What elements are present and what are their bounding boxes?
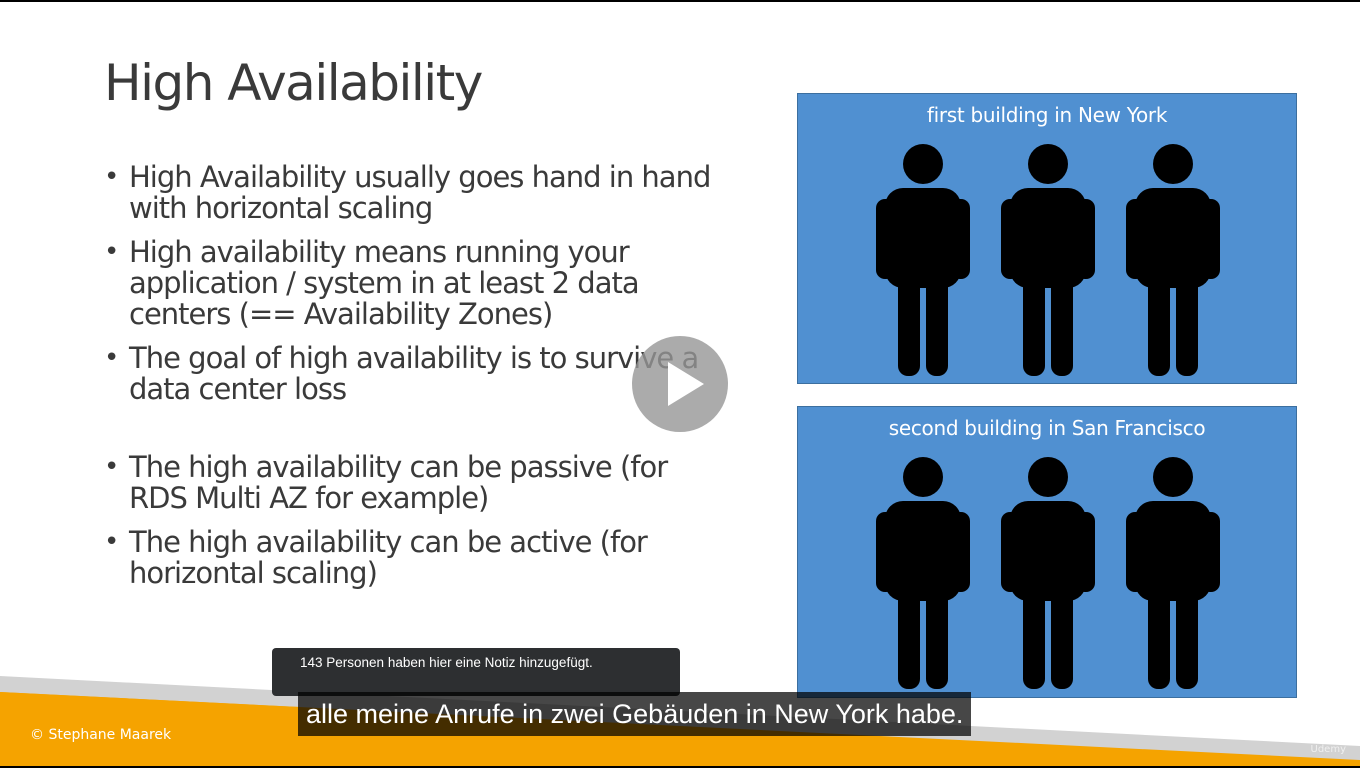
bullet-item: The high availability can be passive (fo… bbox=[104, 452, 714, 514]
person-icon bbox=[1126, 457, 1220, 689]
bullet-item: The high availability can be active (for… bbox=[104, 527, 714, 589]
notes-tooltip: 143 Personen haben hier eine Notiz hinzu… bbox=[272, 648, 680, 696]
bullet-item: High Availability usually goes hand in h… bbox=[104, 162, 714, 224]
copyright-text: © Stephane Maarek bbox=[30, 727, 172, 743]
slide-title: High Availability bbox=[104, 54, 483, 112]
building-new-york: first building in New York bbox=[797, 93, 1297, 384]
person-icon bbox=[1001, 144, 1095, 376]
play-button[interactable] bbox=[632, 336, 728, 432]
person-icon bbox=[1001, 457, 1095, 689]
subtitle-caption: alle meine Anrufe in zwei Gebäuden in Ne… bbox=[298, 692, 972, 736]
bullet-list: High Availability usually goes hand in h… bbox=[104, 162, 714, 602]
people-group bbox=[876, 144, 1220, 376]
person-icon bbox=[876, 457, 970, 689]
play-icon bbox=[668, 362, 704, 406]
person-icon bbox=[876, 144, 970, 376]
building-label: first building in New York bbox=[926, 103, 1168, 127]
people-group bbox=[876, 457, 1220, 689]
udemy-watermark: Udemy bbox=[1310, 744, 1346, 755]
building-san-francisco: second building in San Francisco bbox=[797, 406, 1297, 698]
person-icon bbox=[1126, 144, 1220, 376]
bullet-item: High availability means running your app… bbox=[104, 237, 714, 330]
building-label: second building in San Francisco bbox=[888, 416, 1206, 440]
bullet-item: The goal of high availability is to surv… bbox=[104, 343, 714, 405]
